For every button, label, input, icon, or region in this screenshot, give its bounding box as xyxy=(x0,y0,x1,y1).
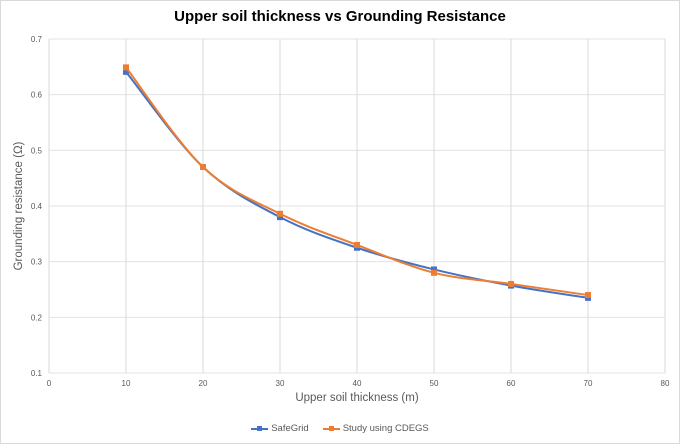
x-tick-label: 70 xyxy=(584,379,593,388)
legend: SafeGrid Study using CDEGS xyxy=(0,423,680,434)
x-tick-label: 60 xyxy=(507,379,516,388)
data-point-marker xyxy=(277,210,283,217)
x-tick-label: 10 xyxy=(122,379,131,388)
data-point-marker xyxy=(431,269,437,276)
data-point-marker xyxy=(354,241,360,248)
x-tick-label: 30 xyxy=(276,379,285,388)
y-tick-label: 0.3 xyxy=(31,258,43,267)
x-tick-label: 0 xyxy=(47,379,52,388)
data-point-marker xyxy=(508,280,514,287)
data-point-marker xyxy=(585,292,591,299)
legend-marker-safegrid-icon xyxy=(251,425,269,431)
y-tick-label: 0.2 xyxy=(31,313,43,322)
y-tick-label: 0.4 xyxy=(31,202,43,211)
y-axis-title: Grounding resistance (Ω) xyxy=(13,141,25,271)
y-tick-label: 0.6 xyxy=(31,91,43,100)
data-point-marker xyxy=(123,68,129,75)
legend-label-cdegs: Study using CDEGS xyxy=(342,423,429,434)
x-tick-label: 80 xyxy=(661,379,670,388)
legend-label-safegrid: SafeGrid xyxy=(271,423,309,434)
data-point-marker xyxy=(200,164,206,171)
x-tick-label: 40 xyxy=(353,379,362,388)
legend-item-safegrid: SafeGrid xyxy=(251,423,309,434)
x-tick-label: 50 xyxy=(430,379,439,388)
legend-item-cdegs: Study using CDEGS xyxy=(322,423,429,434)
data-point-marker xyxy=(123,64,129,71)
y-tick-label: 0.5 xyxy=(31,146,43,155)
y-tick-label: 0.1 xyxy=(31,369,43,378)
legend-marker-cdegs-icon xyxy=(322,425,340,431)
y-tick-label: 0.7 xyxy=(31,35,43,44)
x-tick-label: 20 xyxy=(199,379,208,388)
data-point-marker xyxy=(277,214,283,221)
data-point-marker xyxy=(431,266,437,273)
x-axis-title: Upper soil thickness (m) xyxy=(295,392,419,404)
chart-title: Upper soil thickness vs Grounding Resist… xyxy=(174,8,506,25)
